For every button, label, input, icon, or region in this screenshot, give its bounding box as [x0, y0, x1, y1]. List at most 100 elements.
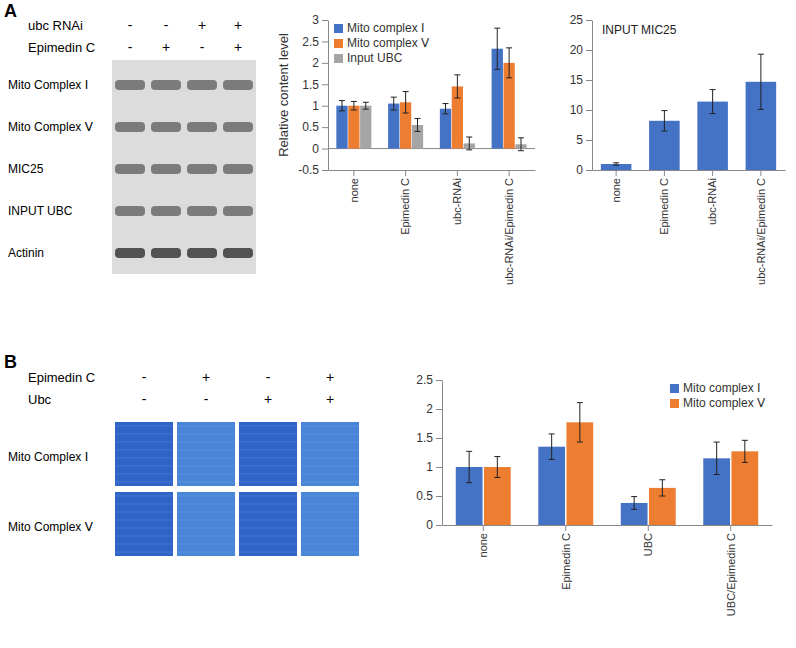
y-axis: 00.511.522.5	[416, 373, 442, 532]
error-bar-stem	[417, 119, 418, 132]
error-bar-cap	[710, 89, 716, 90]
blot-texture	[115, 552, 173, 553]
bar	[348, 106, 359, 149]
blot-band	[115, 122, 145, 132]
blot-texture	[239, 520, 297, 521]
x-tick: ubc-RNAi/Epimedin C	[755, 170, 767, 285]
error-bar-stem	[716, 442, 717, 474]
blot-texture	[239, 442, 297, 443]
error-bar-stem	[497, 28, 498, 69]
blot-texture	[115, 458, 173, 459]
condition-sign: +	[202, 369, 210, 385]
y-tick: 2.5	[302, 35, 328, 49]
blot-band	[151, 206, 181, 216]
blot-texture	[177, 552, 235, 553]
error-bar	[466, 137, 472, 150]
blot-band	[187, 206, 217, 216]
error-bar-stem	[664, 111, 665, 131]
y-tick: 0.5	[302, 120, 328, 134]
error-bar-cap	[577, 402, 583, 403]
legend-label: Mito complex Ⅰ	[347, 21, 425, 35]
y-tick-label: -0.5	[298, 163, 319, 177]
x-axis: noneEpimedin Cubc-RNAiubc-RNAi/Epimedin …	[329, 170, 536, 285]
plot-marks	[456, 403, 758, 525]
blot-band	[187, 164, 217, 174]
axis-line	[593, 170, 786, 171]
y-tick-label: 1.5	[416, 431, 433, 445]
error-bar-stem	[521, 138, 522, 151]
blot-texture	[177, 528, 235, 529]
condition-sign: -	[164, 17, 169, 33]
error-bar	[466, 451, 472, 482]
blot-texture	[301, 512, 359, 513]
blot-texture	[177, 512, 235, 513]
y-axis: -0.500.511.522.53	[298, 13, 328, 177]
error-bar-cap	[403, 113, 409, 114]
tick-mark	[322, 149, 328, 150]
error-bar-cap	[339, 100, 345, 101]
tick-mark	[405, 170, 406, 176]
chart: 00.511.522.5noneEpimedin CUBCUBC/Epimedi…	[416, 373, 772, 616]
tick-mark	[436, 380, 442, 381]
row-label: MIC25	[8, 162, 44, 176]
bar	[601, 164, 632, 170]
legend-label: Mito complex Ⅴ	[347, 36, 430, 50]
error-bar-cap	[454, 74, 460, 75]
error-bar-cap	[549, 433, 555, 434]
blot-texture	[115, 474, 173, 475]
legend-swatch	[670, 399, 679, 408]
y-axis-title: Relative content level	[276, 33, 291, 157]
condition-sign: -	[142, 391, 147, 407]
error-bar	[661, 111, 667, 131]
error-bar-cap	[466, 451, 472, 452]
y-tick: 10	[570, 103, 592, 117]
error-bar-cap	[661, 131, 667, 132]
blot-texture	[115, 520, 173, 521]
error-bar	[631, 497, 637, 510]
error-bar-cap	[710, 113, 716, 114]
row-label: Mito Complex Ⅰ	[8, 78, 88, 92]
error-bar-stem	[551, 434, 552, 460]
error-bar-cap	[494, 456, 500, 457]
legend-item: Mito complex Ⅴ	[334, 36, 430, 50]
tick-mark	[353, 170, 354, 176]
x-tick: none	[477, 525, 489, 557]
error-bar	[339, 101, 345, 111]
error-bar-cap	[758, 109, 764, 110]
blot-band	[115, 206, 145, 216]
error-bar-cap	[351, 110, 357, 111]
blot-texture	[239, 512, 297, 513]
error-bar-cap	[351, 101, 357, 102]
y-tick: 25	[570, 13, 592, 27]
error-bar-stem	[393, 97, 394, 110]
legend-label: Mito complex Ⅴ	[683, 396, 766, 410]
tick-mark	[322, 84, 328, 85]
x-tick: Epimedin C	[399, 170, 411, 235]
panel-letter: B	[4, 352, 17, 372]
x-tick: ubc-RNAi	[451, 170, 463, 225]
legend-item: Mito complex Ⅰ	[670, 381, 761, 395]
condition-sign: -	[142, 369, 147, 385]
blot-texture	[301, 552, 359, 553]
blot-texture	[301, 482, 359, 483]
blot-band	[223, 164, 253, 174]
blot-band	[115, 164, 145, 174]
blot-band	[115, 80, 145, 90]
blot-texture	[239, 474, 297, 475]
blot-texture	[239, 528, 297, 529]
blot-texture	[115, 496, 173, 497]
blot-texture	[177, 544, 235, 545]
blot-texture	[301, 474, 359, 475]
x-tick: UBC	[642, 525, 654, 556]
error-bar	[363, 102, 369, 109]
error-bar-cap	[758, 54, 764, 55]
x-tick: UBC/Epimedin C	[725, 525, 737, 616]
blot-texture	[115, 544, 173, 545]
blot-band	[187, 248, 217, 258]
blot-texture	[239, 482, 297, 483]
error-bar-cap	[661, 110, 667, 111]
error-bar	[351, 101, 357, 110]
bar	[360, 106, 371, 149]
error-bar-stem	[365, 102, 366, 109]
condition-sign: +	[234, 17, 242, 33]
